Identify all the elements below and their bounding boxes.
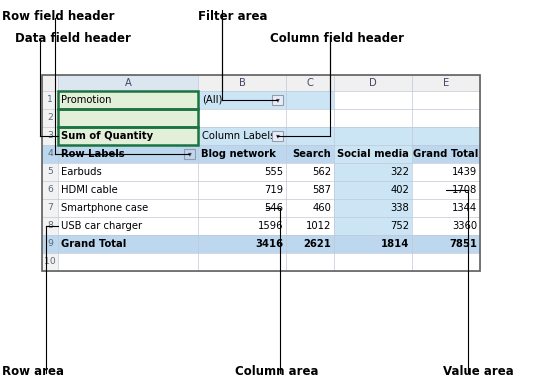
Bar (334, 91, 412, 109)
Bar (42, 199, 58, 217)
Text: 1596: 1596 (257, 221, 283, 231)
Text: A: A (125, 78, 132, 88)
Text: E: E (443, 78, 449, 88)
Bar (42, 145, 58, 163)
Bar (286, 75, 334, 91)
Bar (334, 235, 412, 253)
Bar (58, 91, 198, 109)
Bar (184, 149, 195, 159)
Text: Sum of Quantity: Sum of Quantity (61, 131, 153, 141)
Bar (58, 75, 198, 91)
Bar (42, 253, 58, 271)
Bar (272, 131, 283, 141)
Text: 1439: 1439 (452, 167, 477, 177)
Text: Column field header: Column field header (270, 32, 404, 45)
Bar (58, 109, 198, 127)
Text: Social media: Social media (337, 149, 409, 159)
Bar (42, 127, 58, 145)
Text: 2621: 2621 (303, 239, 331, 249)
Text: 1814: 1814 (380, 239, 409, 249)
Text: B: B (239, 78, 246, 88)
Text: Filter area: Filter area (198, 10, 268, 23)
Text: Blog network: Blog network (201, 149, 276, 159)
Bar (42, 109, 58, 127)
Text: Earbuds: Earbuds (61, 167, 102, 177)
Text: Row field header: Row field header (2, 10, 114, 23)
Text: 1012: 1012 (305, 221, 331, 231)
Text: ▾: ▾ (276, 95, 279, 105)
Bar (42, 145, 480, 163)
Bar (334, 199, 412, 217)
Text: Smartphone case: Smartphone case (61, 203, 148, 213)
Text: 562: 562 (312, 167, 331, 177)
Text: 6: 6 (47, 186, 53, 195)
Bar (198, 75, 286, 91)
Text: 7851: 7851 (449, 239, 477, 249)
Text: 4: 4 (47, 149, 53, 159)
Text: ▾: ▾ (188, 149, 192, 159)
Bar (198, 91, 334, 109)
Bar (58, 127, 198, 145)
Text: 1344: 1344 (452, 203, 477, 213)
Bar (42, 91, 58, 109)
Bar (42, 75, 480, 271)
Bar (58, 109, 198, 127)
Text: 7: 7 (47, 203, 53, 213)
Bar (334, 163, 412, 181)
Text: C: C (307, 78, 314, 88)
Text: 5: 5 (47, 168, 53, 176)
Text: D: D (369, 78, 377, 88)
Text: Row area: Row area (2, 365, 64, 378)
Text: HDMI cable: HDMI cable (61, 185, 118, 195)
Bar (412, 91, 480, 109)
Text: 9: 9 (47, 239, 53, 249)
Text: 2: 2 (47, 113, 53, 122)
Text: 546: 546 (264, 203, 283, 213)
Text: 3360: 3360 (452, 221, 477, 231)
Text: Column Labels: Column Labels (202, 131, 276, 141)
Text: 555: 555 (264, 167, 283, 177)
Bar (334, 145, 412, 163)
Text: 10: 10 (44, 257, 56, 266)
Text: 460: 460 (312, 203, 331, 213)
Text: 338: 338 (390, 203, 409, 213)
Text: 402: 402 (390, 185, 409, 195)
Text: Grand Total: Grand Total (412, 149, 478, 159)
Bar (272, 95, 283, 105)
Text: USB car charger: USB car charger (61, 221, 142, 231)
Bar (334, 217, 412, 235)
Text: 8: 8 (47, 222, 53, 230)
Bar (42, 235, 480, 253)
Text: Promotion: Promotion (61, 95, 111, 105)
Bar (412, 75, 480, 91)
Bar (334, 181, 412, 199)
Bar (42, 75, 480, 271)
Text: ▾: ▾ (276, 132, 279, 141)
Bar (198, 127, 480, 145)
Bar (42, 75, 58, 91)
Text: 1708: 1708 (452, 185, 477, 195)
Text: 322: 322 (390, 167, 409, 177)
Bar (58, 91, 198, 109)
Text: Grand Total: Grand Total (61, 239, 126, 249)
Text: 3: 3 (47, 132, 53, 141)
Text: Row Labels: Row Labels (61, 149, 125, 159)
Text: Search: Search (292, 149, 331, 159)
Text: (All): (All) (202, 95, 223, 105)
Text: 752: 752 (390, 221, 409, 231)
Text: 587: 587 (312, 185, 331, 195)
Bar (42, 235, 58, 253)
Text: Data field header: Data field header (15, 32, 131, 45)
Text: 3416: 3416 (255, 239, 283, 249)
Bar (42, 181, 58, 199)
Text: Value area: Value area (443, 365, 514, 378)
Bar (334, 75, 412, 91)
Bar (58, 127, 198, 145)
Bar (334, 235, 412, 253)
Text: Column area: Column area (235, 365, 318, 378)
Bar (42, 163, 58, 181)
Bar (42, 217, 58, 235)
Text: 1: 1 (47, 95, 53, 105)
Text: 719: 719 (264, 185, 283, 195)
